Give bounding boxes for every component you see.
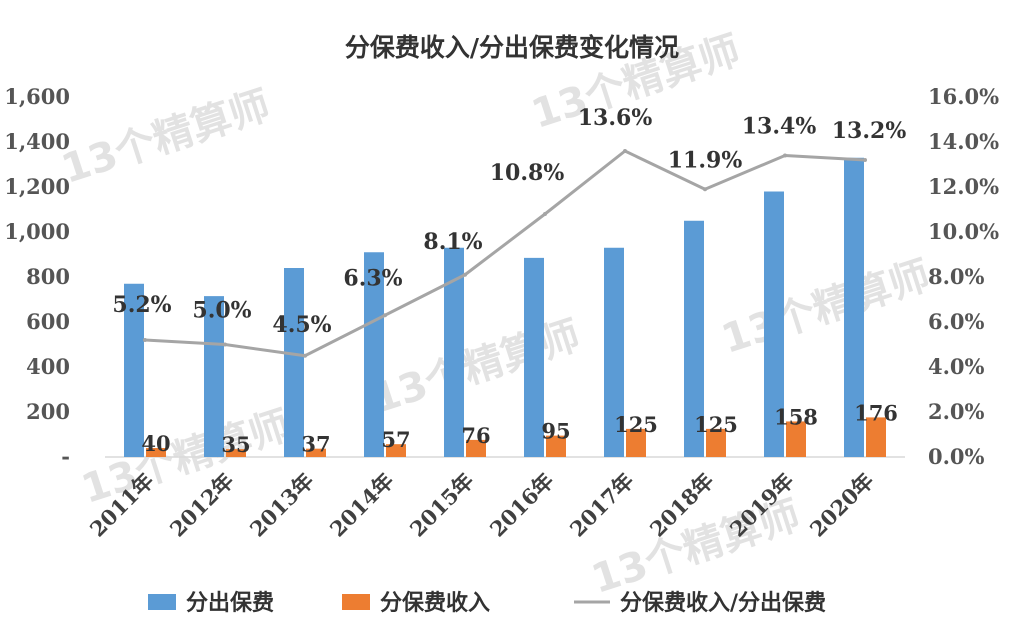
bar-outgoing-premium <box>124 283 144 457</box>
x-tick-label: 2014年 <box>325 468 399 542</box>
ratio-data-label: 4.5% <box>272 312 331 338</box>
ratio-data-label: 13.6% <box>578 105 653 131</box>
right-tick-label: 12.0% <box>928 174 999 199</box>
bar-reinsurance-income <box>706 428 726 457</box>
legend-swatch-income <box>342 594 370 610</box>
bar-reinsurance-income <box>626 428 646 457</box>
income-data-label: 37 <box>301 432 330 457</box>
bar-reinsurance-income <box>146 448 166 457</box>
right-tick-label: 0.0% <box>928 444 985 469</box>
chart-title: 分保费收入/分出保费变化情况 <box>345 33 679 62</box>
x-tick-label: 2017年 <box>565 468 639 542</box>
bar-series <box>124 157 886 457</box>
right-tick-label: 6.0% <box>928 309 985 334</box>
ratio-data-label: 5.0% <box>192 298 251 324</box>
ratio-data-label: 6.3% <box>343 265 402 291</box>
ratio-point <box>863 158 867 162</box>
bar-reinsurance-income <box>546 435 566 457</box>
ratio-data-label: 10.8% <box>490 160 565 186</box>
bar-outgoing-premium <box>764 191 784 457</box>
right-tick-label: 10.0% <box>928 219 999 244</box>
bar-outgoing-premium <box>844 157 864 457</box>
bar-outgoing-premium <box>604 247 624 457</box>
ratio-data-label: 8.1% <box>423 229 482 255</box>
ratio-data-label: 13.2% <box>832 118 907 144</box>
bar-outgoing-premium <box>284 268 304 457</box>
x-tick-label: 2016年 <box>485 468 559 542</box>
bar-reinsurance-income <box>226 449 246 457</box>
line-data-labels: 5.2% 5.0% 4.5% 6.3% 8.1% 10.8% 13.6% 11.9% 13.4%… <box>112 105 906 338</box>
income-data-label: 125 <box>694 412 738 437</box>
left-tick-label: 800 <box>26 264 70 289</box>
bar-reinsurance-income <box>466 439 486 457</box>
line-series <box>143 149 867 358</box>
left-tick-label: 1,400 <box>4 129 70 154</box>
income-data-label: 125 <box>614 412 658 437</box>
right-tick-label: 8.0% <box>928 264 985 289</box>
bar-outgoing-premium <box>444 247 464 457</box>
bar-outgoing-premium <box>684 220 704 457</box>
bar-reinsurance-income <box>306 448 326 457</box>
legend-label-outgoing: 分出保费 <box>186 591 274 616</box>
x-tick-label: 2013年 <box>245 468 319 542</box>
right-tick-label: 14.0% <box>928 129 999 154</box>
income-data-label: 57 <box>381 427 410 452</box>
right-tick-label: 2.0% <box>928 399 985 424</box>
ratio-point <box>703 187 707 192</box>
left-tick-label: 200 <box>26 399 70 424</box>
ratio-point <box>303 353 307 358</box>
x-tick-label: 2020年 <box>805 468 879 542</box>
left-tick-label: 1,000 <box>4 219 70 244</box>
bar-outgoing-premium <box>364 252 384 457</box>
legend-label-income: 分保费收入 <box>380 590 490 616</box>
bar-reinsurance-income <box>786 421 806 457</box>
ratio-point <box>383 313 387 318</box>
legend-label-ratio: 分保费收入/分出保费 <box>620 590 826 616</box>
bar-reinsurance-income <box>866 417 886 457</box>
bar-reinsurance-income <box>386 444 406 457</box>
ratio-point <box>783 153 787 158</box>
watermark-text: 13个精算师 <box>56 82 275 192</box>
ratio-data-label: 11.9% <box>668 147 743 173</box>
income-data-label: 158 <box>774 404 818 429</box>
ratio-data-label: 5.2% <box>112 292 171 318</box>
left-tick-label: 600 <box>26 309 70 334</box>
bar-outgoing-premium <box>204 296 224 457</box>
ratio-line <box>144 149 866 358</box>
income-data-label: 40 <box>141 431 170 456</box>
left-tick-label: 400 <box>26 354 70 379</box>
left-tick-label: 1,600 <box>4 84 70 109</box>
left-tick-label: - <box>61 444 70 469</box>
watermark-text: 13个精算师 <box>366 312 585 422</box>
right-tick-label: 16.0% <box>928 84 999 109</box>
right-y-axis: 0.0% 2.0% 4.0% 6.0% 8.0% 10.0% 12.0% 14.0% 16.0% <box>928 84 999 469</box>
ratio-point <box>223 342 227 347</box>
income-data-label: 35 <box>221 432 250 457</box>
bar-outgoing-premium <box>524 257 544 457</box>
legend-swatch-outgoing <box>148 594 176 610</box>
left-y-axis: - 200 400 600 800 1,000 1,200 1,400 1,600 <box>4 84 70 469</box>
left-tick-label: 1,200 <box>4 174 70 199</box>
income-data-label: 76 <box>461 423 490 448</box>
bar-data-labels: 40 35 37 57 76 95 125 125 158 176 <box>141 400 898 457</box>
ratio-point <box>463 272 467 277</box>
ratio-data-label: 13.4% <box>742 114 817 140</box>
income-data-label: 176 <box>854 400 898 425</box>
ratio-point <box>623 149 627 153</box>
ratio-point <box>143 338 147 342</box>
right-tick-label: 4.0% <box>928 354 985 379</box>
income-data-label: 95 <box>541 419 570 444</box>
ratio-point <box>543 212 547 216</box>
legend: 分出保费 分保费收入 分保费收入/分出保费 <box>148 590 826 616</box>
watermark-text: 13个精算师 <box>716 252 935 362</box>
x-tick-label: 2015年 <box>405 468 479 542</box>
